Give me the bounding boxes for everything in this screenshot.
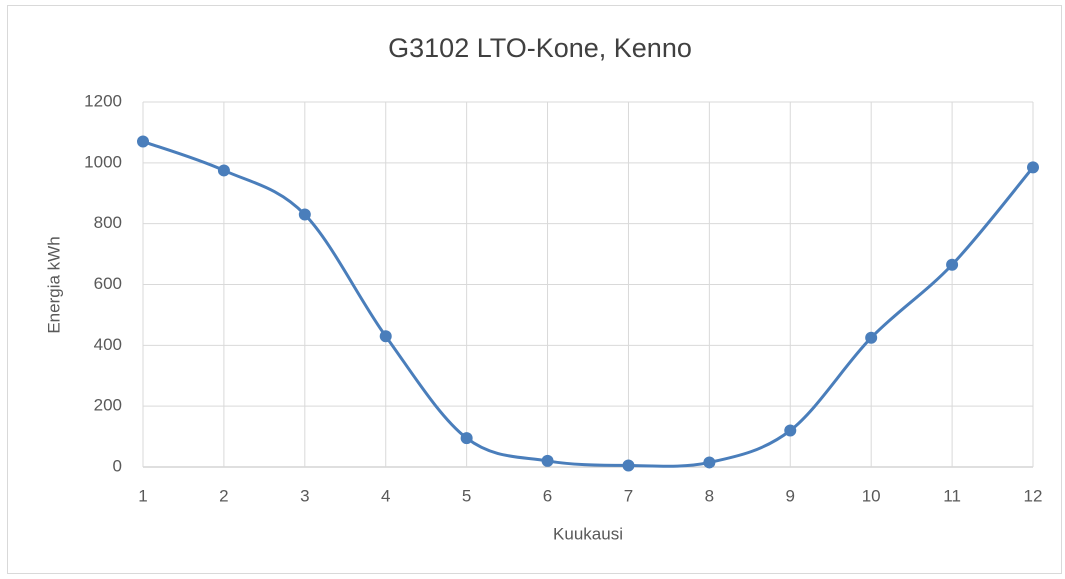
x-tick-label: 7 <box>624 486 633 505</box>
x-tick-label: 9 <box>786 486 795 505</box>
marker <box>541 454 554 467</box>
marker <box>1027 161 1039 174</box>
x-tick-label: 6 <box>543 486 552 505</box>
y-tick-label: 600 <box>94 274 122 293</box>
marker <box>379 330 392 343</box>
marker <box>703 456 716 469</box>
y-tick-label: 1200 <box>84 91 122 110</box>
x-tick-label: 11 <box>943 486 961 505</box>
x-tick-label: 2 <box>219 486 228 505</box>
x-tick-label: 1 <box>138 486 147 505</box>
marker <box>865 331 878 344</box>
marker <box>137 135 149 148</box>
x-tick-label: 4 <box>381 486 390 505</box>
x-tick-label: 8 <box>705 486 714 505</box>
x-axis-title: Kuukausi <box>553 524 623 543</box>
y-tick-label: 800 <box>94 213 122 232</box>
y-tick-label: 400 <box>94 335 122 354</box>
y-tick-label: 200 <box>94 396 122 415</box>
y-tick-label: 1000 <box>84 152 122 171</box>
x-tick-label: 10 <box>862 486 881 505</box>
x-tick-label: 12 <box>1024 486 1043 505</box>
y-axis-title: Energia kWh <box>44 236 63 333</box>
y-tick-label: 0 <box>113 456 122 475</box>
marker <box>946 258 959 271</box>
x-tick-label: 3 <box>300 486 309 505</box>
x-tick-label: 5 <box>462 486 471 505</box>
marker <box>217 164 230 177</box>
chart-title: G3102 LTO-Kone, Kenno <box>388 33 692 63</box>
marker <box>298 208 311 221</box>
marker <box>622 459 635 472</box>
chart-border <box>7 5 1062 574</box>
marker <box>460 432 473 445</box>
marker <box>784 424 797 437</box>
